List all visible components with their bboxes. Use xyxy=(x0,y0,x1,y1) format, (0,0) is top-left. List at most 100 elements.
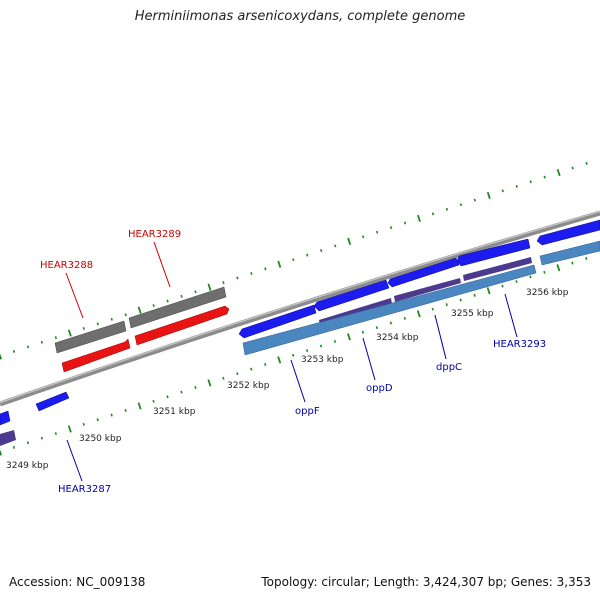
tick-mark-upper xyxy=(180,294,183,298)
gene-bar-hear3288-gray[interactable] xyxy=(54,320,127,354)
tick-mark-lower xyxy=(180,390,183,394)
tick-mark-lower xyxy=(67,425,72,433)
tick-mark-upper xyxy=(473,198,477,202)
tick-mark-upper xyxy=(486,191,491,200)
gene-label-hear3293[interactable]: HEAR3293 xyxy=(493,339,546,350)
tick-mark-lower xyxy=(250,367,253,371)
tick-mark-lower xyxy=(543,270,546,274)
tick-mark-upper xyxy=(543,175,546,179)
gene-arrow-hear3287[interactable] xyxy=(35,391,70,412)
tick-mark-upper xyxy=(207,283,212,291)
tick-mark-lower xyxy=(431,307,434,311)
tick-mark-upper xyxy=(389,226,393,230)
tick-mark-upper xyxy=(152,304,155,308)
tick-mark-lower xyxy=(26,441,30,445)
tick-mark-lower xyxy=(96,418,99,422)
tick-mark-upper xyxy=(431,212,435,216)
leader-line xyxy=(504,293,518,338)
scale-labels: 3249 kbp 3250 kbp 3251 kbp 3252 kbp 3253 kbp… xyxy=(6,288,569,471)
tick-mark-upper xyxy=(292,258,295,262)
tick-mark-upper xyxy=(306,253,309,257)
leader-line xyxy=(153,241,171,288)
gene-arrow-left-edge[interactable] xyxy=(0,410,11,426)
tick-mark-upper xyxy=(501,189,504,193)
tick-mark-lower xyxy=(486,287,491,295)
scale-label: 3255 kbp xyxy=(451,309,494,319)
tick-mark-lower xyxy=(501,284,504,288)
tick-mark-lower xyxy=(445,303,448,307)
gene-arrow-oppf[interactable] xyxy=(238,304,317,339)
gene-bar-hear3289-gray[interactable] xyxy=(128,286,227,329)
scale-label: 3249 kbp xyxy=(6,461,49,471)
tick-mark-upper xyxy=(110,317,113,321)
gene-arrow-hear3293[interactable] xyxy=(456,238,531,267)
gene-arrow-hear3289[interactable] xyxy=(134,305,230,346)
tick-mark-upper xyxy=(96,322,99,326)
scale-label: 3256 kbp xyxy=(526,288,569,298)
leader-line xyxy=(65,272,84,319)
gene-arrow-next[interactable] xyxy=(536,219,600,246)
tick-mark-upper xyxy=(124,313,127,317)
label-leader-lines xyxy=(65,241,518,482)
scale-label: 3250 kbp xyxy=(79,434,122,444)
scale-label: 3253 kbp xyxy=(301,355,344,365)
tick-mark-lower xyxy=(12,445,16,449)
tick-mark-lower xyxy=(361,330,365,334)
tick-mark-lower xyxy=(529,275,532,279)
tick-mark-upper xyxy=(361,235,365,239)
gene-label-hear3289[interactable]: HEAR3289 xyxy=(128,229,181,240)
accession-footer: Accession: NC_009138 xyxy=(9,575,146,589)
tick-mark-lower xyxy=(319,344,323,348)
tick-mark-lower xyxy=(277,356,282,364)
tick-mark-lower xyxy=(166,395,169,399)
tick-mark-upper xyxy=(54,336,58,340)
tick-mark-lower xyxy=(473,293,476,297)
gene-label-oppd[interactable]: oppD xyxy=(366,383,393,394)
tick-mark-upper xyxy=(264,267,267,271)
tick-mark-lower xyxy=(40,436,44,440)
tick-mark-upper xyxy=(334,244,337,248)
tick-mark-upper xyxy=(82,327,85,330)
tick-mark-upper xyxy=(529,180,532,184)
gene-label-hear3288[interactable]: HEAR3288 xyxy=(40,260,93,271)
tick-mark-lower xyxy=(347,333,351,341)
tick-mark-lower xyxy=(194,386,197,389)
tick-mark-lower xyxy=(333,339,337,343)
operon-segment-left xyxy=(0,430,16,446)
tick-mark-upper xyxy=(222,281,225,285)
tick-mark-lower xyxy=(556,264,561,272)
scale-label: 3254 kbp xyxy=(376,333,419,343)
gene-label-dppc[interactable]: dppC xyxy=(436,362,462,373)
tick-mark-upper xyxy=(459,203,463,207)
scale-label: 3252 kbp xyxy=(227,381,270,391)
genome-backbone xyxy=(0,210,600,407)
tick-mark-upper xyxy=(277,260,282,268)
tick-mark-lower xyxy=(515,280,518,284)
tick-mark-lower xyxy=(54,432,58,436)
tick-mark-lower xyxy=(152,399,155,403)
gene-label-oppf[interactable]: oppF xyxy=(295,406,320,417)
operon-band xyxy=(242,264,537,356)
tick-mark-upper xyxy=(585,161,588,165)
gene-label-hear3287[interactable]: HEAR3287 xyxy=(58,484,111,495)
tick-mark-upper xyxy=(445,207,449,211)
tick-mark-lower xyxy=(137,402,142,410)
operon-band-right xyxy=(539,240,600,266)
tick-mark-upper xyxy=(556,168,561,177)
gene-arrow-oppd[interactable] xyxy=(313,279,390,312)
tick-mark-lower xyxy=(459,298,462,302)
tick-mark-lower xyxy=(222,376,225,380)
tick-mark-lower xyxy=(124,409,127,413)
tick-mark-lower xyxy=(416,310,421,318)
tick-mark-upper xyxy=(194,290,197,294)
tick-mark-upper xyxy=(137,306,142,314)
tick-mark-upper xyxy=(12,349,16,353)
scale-label: 3251 kbp xyxy=(153,407,196,417)
tick-mark-upper xyxy=(26,345,30,349)
gene-arrow-hear3288[interactable] xyxy=(61,338,131,373)
gene-arrow-dppc[interactable] xyxy=(387,257,460,288)
tick-mark-lower xyxy=(305,349,309,353)
tick-mark-lower xyxy=(82,422,85,426)
genome-summary-footer: Topology: circular; Length: 3,424,307 bp… xyxy=(261,575,591,589)
tick-mark-upper xyxy=(403,221,407,225)
